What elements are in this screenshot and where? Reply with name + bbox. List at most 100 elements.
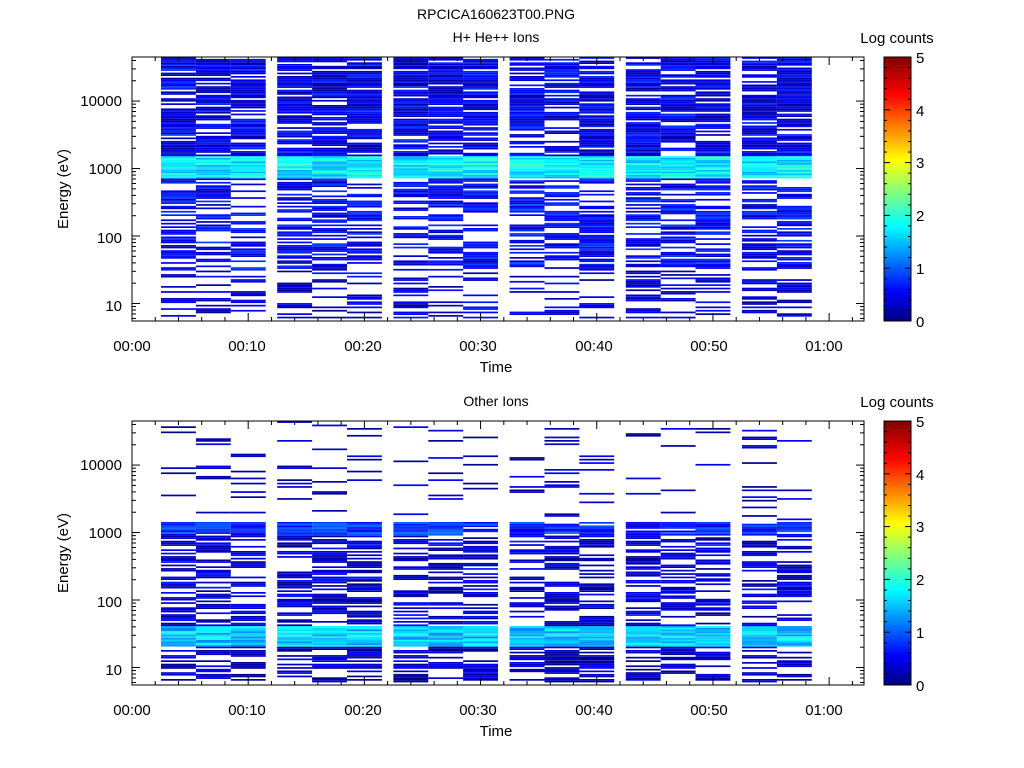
heatmap-cell <box>161 667 196 669</box>
panel-other-ions: Other Ions 00:00 00:10 00:20 00:30 00:40… <box>55 393 934 740</box>
heatmap-cell <box>195 638 231 640</box>
heatmap-cell <box>742 229 777 232</box>
heatmap-cell <box>463 258 498 261</box>
heatmap-cell <box>579 585 615 587</box>
heatmap-cell <box>544 667 580 669</box>
heatmap-cell <box>660 193 696 196</box>
heatmap-cell <box>579 265 615 268</box>
heatmap-cell <box>393 660 429 662</box>
heatmap-cell <box>347 566 382 568</box>
colorbar-ticks <box>884 56 911 322</box>
colorbar-frame <box>883 420 912 686</box>
heatmap-cell <box>579 626 615 628</box>
heatmap-cell <box>463 132 498 134</box>
heatmap-cell <box>347 311 382 314</box>
heatmap-cell <box>660 653 696 656</box>
heatmap-cell <box>579 226 615 228</box>
heatmap-cell <box>695 602 731 604</box>
heatmap-cell <box>742 593 777 596</box>
heatmap-cell <box>742 69 777 71</box>
heatmap-cell <box>776 286 812 288</box>
heatmap-cell <box>660 128 696 131</box>
heatmap-cell <box>428 429 464 432</box>
heatmap-cell <box>347 535 382 538</box>
colorbar-tick-label: 1 <box>916 261 924 278</box>
heatmap-cell <box>463 556 498 558</box>
heatmap-cell <box>579 108 615 111</box>
heatmap-cell <box>393 528 429 531</box>
heatmap-cell <box>776 262 812 264</box>
heatmap-cell <box>579 152 615 155</box>
heatmap-cell <box>579 590 615 592</box>
heatmap-cell <box>347 168 382 170</box>
heatmap-cell <box>161 173 196 175</box>
heatmap-cell <box>393 94 429 97</box>
heatmap-cell <box>195 149 231 152</box>
heatmap-cell <box>428 547 464 550</box>
heatmap-cell <box>347 250 382 252</box>
heatmap-cell <box>742 527 777 529</box>
heatmap-cell <box>544 140 580 143</box>
heatmap-cell <box>579 532 615 534</box>
heatmap-cell <box>625 197 661 199</box>
heatmap-cell <box>393 207 429 210</box>
heatmap-cell <box>230 125 266 128</box>
heatmap-cell <box>277 614 313 616</box>
heatmap-cell <box>625 106 661 109</box>
heatmap-cell <box>312 610 347 613</box>
heatmap-cell <box>579 200 615 203</box>
heatmap-cell <box>509 122 545 124</box>
heatmap-cell <box>742 552 777 555</box>
heatmap-cell <box>277 580 313 582</box>
heatmap-cell <box>625 614 661 616</box>
heatmap-cell <box>428 99 464 102</box>
heatmap-cell <box>776 173 812 175</box>
heatmap-cell <box>509 636 545 639</box>
heatmap-cell <box>312 175 347 177</box>
heatmap-cell <box>428 57 464 59</box>
heatmap-cell <box>776 169 812 172</box>
heatmap-cell <box>347 241 382 244</box>
heatmap-cell <box>393 173 429 175</box>
heatmap-cell <box>463 137 498 140</box>
heatmap-cell <box>776 527 812 529</box>
heatmap-cell <box>230 527 266 529</box>
heatmap-cell <box>312 118 347 121</box>
heatmap-cell <box>742 113 777 116</box>
heatmap-cell <box>463 164 498 167</box>
heatmap-cell <box>776 282 812 285</box>
heatmap-cell <box>579 258 615 261</box>
heatmap-cell <box>544 528 580 531</box>
heatmap-cell <box>195 101 231 104</box>
heatmap-cell <box>277 135 313 138</box>
heatmap-cell <box>428 549 464 551</box>
heatmap-cell <box>195 475 231 478</box>
heatmap-cell <box>195 200 231 203</box>
heatmap-cell <box>230 650 266 652</box>
heatmap-cell <box>393 82 429 85</box>
heatmap-cell <box>742 438 777 440</box>
heatmap-cell <box>463 202 498 204</box>
heatmap-cell <box>195 94 231 97</box>
heatmap-cell <box>428 539 464 541</box>
heatmap-cell <box>660 525 696 528</box>
heatmap-cell <box>544 62 580 64</box>
heatmap-cell <box>776 166 812 169</box>
heatmap-cell <box>195 603 231 606</box>
heatmap-cell <box>742 147 777 150</box>
heatmap-cell <box>660 665 696 668</box>
heatmap-cell <box>544 566 580 568</box>
heatmap-cell <box>347 217 382 220</box>
heatmap-cell <box>312 67 347 70</box>
heatmap-cell <box>428 586 464 589</box>
heatmap-cell <box>463 646 498 649</box>
heatmap-cell <box>579 272 615 275</box>
heatmap-cell <box>230 106 266 109</box>
heatmap-cell <box>428 588 464 591</box>
heatmap-cell <box>544 639 580 642</box>
heatmap-cell <box>776 291 812 293</box>
heatmap-cell <box>660 656 696 659</box>
heatmap-cell <box>463 593 498 596</box>
heatmap-cell <box>742 303 777 305</box>
heatmap-cell <box>660 658 696 661</box>
